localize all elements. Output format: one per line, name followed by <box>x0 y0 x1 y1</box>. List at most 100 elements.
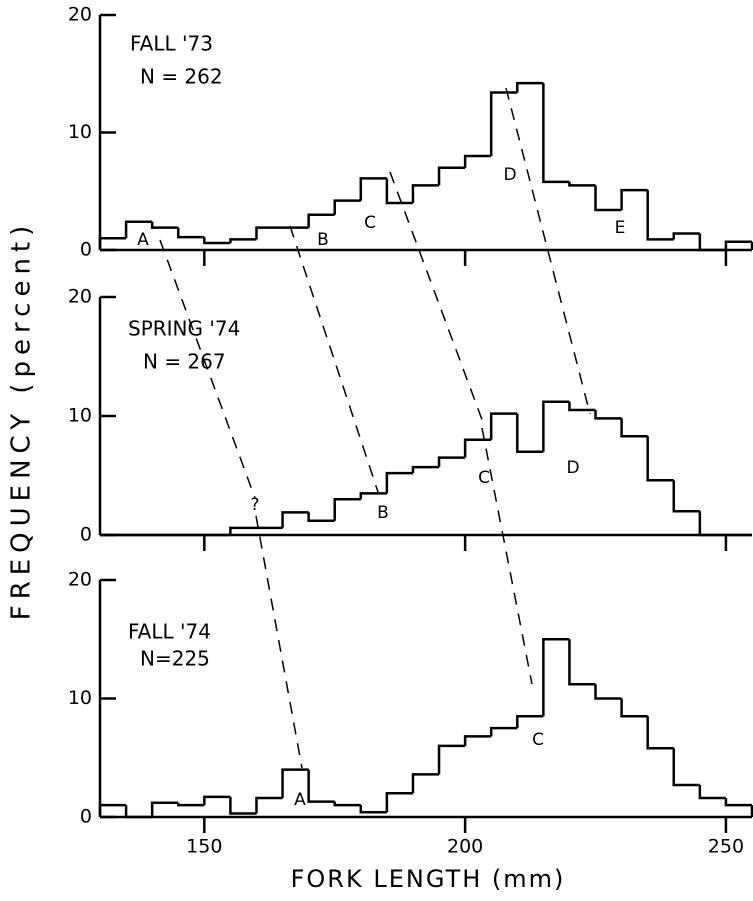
histogram-bin <box>646 716 674 750</box>
histogram-bin <box>542 400 570 452</box>
histogram-bin <box>568 181 596 187</box>
histogram-bin <box>385 178 413 205</box>
annotation: C <box>364 213 376 233</box>
histogram-bin <box>463 735 492 746</box>
histogram-bin <box>385 471 413 494</box>
histogram-bin <box>229 526 257 535</box>
x-tick-label: 250 <box>708 836 744 858</box>
histogram-bin <box>646 436 674 482</box>
annotation: SPRING '74 <box>128 317 240 341</box>
histogram-bin <box>594 410 622 420</box>
histogram-bin <box>255 796 283 814</box>
histogram-bin <box>542 638 570 717</box>
histogram-bin <box>698 511 726 537</box>
histogram-bin <box>98 803 127 817</box>
migration-arrows <box>159 87 591 769</box>
histogram-bin <box>620 418 648 438</box>
histogram-bin <box>620 188 648 211</box>
annotation: N = 267 <box>143 350 226 374</box>
histogram-bin <box>307 213 335 228</box>
histogram-bin <box>568 401 596 412</box>
histogram-bin <box>437 456 466 468</box>
histogram-bin <box>568 639 596 686</box>
histogram-bin <box>542 83 570 184</box>
histogram-bin <box>281 768 309 799</box>
histogram-bin <box>463 438 492 458</box>
annotation: D <box>566 458 579 478</box>
histogram-bin <box>724 798 752 807</box>
annotation: N = 262 <box>140 65 223 89</box>
y-tick-label: 0 <box>80 806 92 828</box>
annotation: FALL '73 <box>130 32 213 56</box>
histogram-bin <box>176 227 205 239</box>
histogram-bin <box>724 240 752 250</box>
histogram-bin <box>150 801 179 817</box>
histogram-bin <box>203 795 231 806</box>
annotation: FALL '74 <box>128 620 211 644</box>
histogram-bin <box>98 237 127 250</box>
y-tick-label: 10 <box>68 121 92 143</box>
histogram-bin <box>333 199 361 215</box>
annotation: B <box>317 230 329 250</box>
histogram-bin <box>463 154 492 168</box>
histogram-bin <box>646 190 674 241</box>
annotation: E <box>615 218 626 238</box>
histogram-bin <box>672 748 700 787</box>
histogram-bin <box>489 412 518 440</box>
histogram-bin <box>255 226 283 240</box>
histogram-bin <box>437 166 466 186</box>
annotation: C <box>532 730 544 750</box>
y-tick-label: 20 <box>68 4 92 26</box>
histogram-bin <box>489 726 518 737</box>
annotation: ? <box>250 495 259 515</box>
histogram-bin <box>176 802 205 807</box>
histogram-bin <box>698 233 726 252</box>
y-tick-label: 0 <box>80 239 92 261</box>
histogram-bin <box>437 744 466 775</box>
histogram-bin <box>698 785 726 800</box>
histogram-bin <box>411 465 440 474</box>
histogram-bin <box>333 498 361 521</box>
histogram-bin <box>516 81 544 93</box>
histogram-bin <box>594 185 622 212</box>
annotation: A <box>294 790 306 810</box>
histogram-bin <box>203 237 231 245</box>
histogram-bin <box>281 511 309 528</box>
histogram-bin <box>516 413 544 453</box>
y-axis-label: FREQUENCY (percent) <box>7 220 37 621</box>
annotation: N=225 <box>140 647 210 671</box>
histogram-bin <box>411 184 440 203</box>
histogram-bin <box>672 480 700 513</box>
histogram-bin <box>333 801 361 807</box>
histogram-bin <box>516 715 544 729</box>
histogram-bin <box>229 796 257 815</box>
histogram-bin <box>307 512 335 522</box>
histogram-bin <box>124 220 153 239</box>
annotation: D <box>503 165 516 185</box>
y-tick-label: 20 <box>68 286 92 308</box>
histogram-bin <box>359 177 387 201</box>
annotation: B <box>377 503 389 523</box>
histogram-bin <box>124 805 153 819</box>
histogram-bin <box>359 805 387 814</box>
histogram-bin <box>385 792 413 813</box>
y-tick-label: 0 <box>80 524 92 546</box>
histogram-bin <box>229 238 257 243</box>
x-axis-label: FORK LENGTH (mm) <box>291 865 566 893</box>
histogram-bin <box>594 684 622 700</box>
histogram-bin <box>411 773 440 794</box>
annotation: C <box>478 468 490 488</box>
x-tick-label: 200 <box>447 836 483 858</box>
histogram-bin <box>489 91 518 156</box>
annotation: A <box>137 230 149 250</box>
y-tick-label: 20 <box>68 569 92 591</box>
histogram-bin <box>307 769 335 803</box>
histogram-bin <box>359 492 387 500</box>
histogram-bin <box>150 221 179 229</box>
histogram-bin <box>672 232 700 240</box>
histogram-bin <box>620 698 648 718</box>
y-tick-label: 10 <box>68 405 92 427</box>
x-tick-label: 150 <box>186 836 222 858</box>
y-tick-label: 10 <box>68 687 92 709</box>
